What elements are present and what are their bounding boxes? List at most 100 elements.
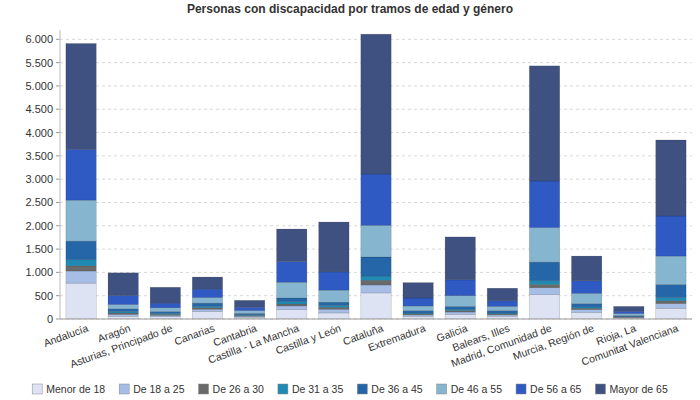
bar-segment (319, 309, 349, 313)
bar-segment (319, 290, 349, 302)
bar-segment (571, 256, 601, 281)
bar-segment (66, 260, 96, 266)
bar-segment (403, 283, 433, 298)
bar-segment (277, 298, 307, 302)
bar-segment (234, 316, 264, 318)
bar-segment (361, 276, 391, 280)
bar-segment (487, 315, 517, 316)
y-tick-label: 1.500 (25, 243, 53, 255)
bar-segment (66, 283, 96, 319)
bar-segment (234, 314, 264, 316)
y-tick-label: 6.000 (25, 33, 53, 45)
bar-segment (150, 312, 180, 314)
bar-segment (361, 34, 391, 174)
bar-segment (277, 302, 307, 304)
bar-segment (614, 306, 644, 311)
y-tick (56, 319, 60, 320)
y-tick (56, 109, 60, 110)
bar-segment (277, 310, 307, 319)
bar-segment (66, 149, 96, 200)
legend-label: De 31 a 35 (292, 383, 344, 395)
legend-swatch (357, 384, 367, 394)
bar-segment (192, 298, 222, 304)
bar-segment (614, 311, 644, 313)
y-tick-label: 1.000 (25, 266, 53, 278)
legend-label: De 18 a 25 (133, 383, 185, 395)
bar-segment (150, 303, 180, 308)
bar-segment (234, 315, 264, 317)
bar-segment (108, 305, 138, 309)
legend-label: De 56 a 65 (530, 383, 582, 395)
x-tick-label: Andalucía (42, 322, 90, 349)
legend-label: Menor de 18 (46, 383, 105, 395)
bar-segment (108, 309, 138, 312)
chart: Personas con discapacidad por tramos de … (0, 0, 700, 400)
y-tick-label: 2.500 (25, 196, 53, 208)
y-tick-label: 0 (47, 313, 53, 325)
x-tick-label: Comunitat Valenciana (580, 322, 680, 368)
y-tick (56, 155, 60, 156)
bar-segment (66, 200, 96, 241)
bar-segment (487, 301, 517, 307)
bar-segment (445, 314, 475, 319)
bar-segment (656, 301, 686, 304)
y-tick (56, 272, 60, 273)
bar-segment (403, 311, 433, 313)
bar-segment (277, 262, 307, 283)
bar-segment (66, 266, 96, 271)
bar-segment (108, 314, 138, 316)
y-tick-label: 500 (35, 290, 53, 302)
y-tick-label: 4.000 (25, 127, 53, 139)
y-tick-label: 5.000 (25, 80, 53, 92)
bar-segment (445, 306, 475, 309)
legend-swatch (278, 384, 288, 394)
bar-segment (614, 316, 644, 317)
y-tick (56, 295, 60, 296)
legend: Menor de 18De 18 a 25De 26 a 30De 31 a 3… (32, 383, 668, 395)
bar-segment (656, 140, 686, 216)
bar-segment (571, 310, 601, 313)
bar-segment (66, 241, 96, 260)
y-tick (56, 225, 60, 226)
x-tick-label: Extremadura (366, 322, 427, 354)
bar-segment (66, 44, 96, 150)
bar-segment (614, 317, 644, 319)
bar-segment (656, 256, 686, 284)
bar-segment (529, 181, 559, 228)
bar-segment (571, 293, 601, 303)
bar-segment (361, 280, 391, 285)
bar-segment (656, 285, 686, 298)
y-tick (56, 62, 60, 63)
x-axis (60, 319, 692, 320)
bar-segment (571, 304, 601, 307)
bar-segment (319, 305, 349, 307)
bar-segment (361, 293, 391, 319)
bar-segment (656, 304, 686, 309)
y-tick (56, 179, 60, 180)
y-tick-label: 4.500 (25, 103, 53, 115)
bar-segment (529, 262, 559, 281)
bar-segment (319, 307, 349, 309)
bar-segment (656, 308, 686, 319)
bar-segment (445, 296, 475, 307)
bar-segment (614, 316, 644, 317)
bar-segment (234, 307, 264, 310)
bar-segment (319, 313, 349, 319)
bar-segment (192, 312, 222, 319)
bar-segment (529, 228, 559, 262)
y-tick-label: 3.500 (25, 150, 53, 162)
bar-segment (150, 315, 180, 316)
legend-label: De 46 a 55 (451, 383, 503, 395)
bar-segment (445, 312, 475, 314)
bar-segment (529, 281, 559, 285)
bar-segment (150, 287, 180, 303)
bar-segment (571, 281, 601, 294)
bar-segment (108, 273, 138, 296)
bar-segment (487, 311, 517, 313)
legend-swatch (516, 384, 526, 394)
y-tick (56, 85, 60, 86)
bar-segment (192, 289, 222, 297)
bars (66, 34, 686, 319)
bar-segment (150, 308, 180, 312)
bar-segment (529, 66, 559, 181)
